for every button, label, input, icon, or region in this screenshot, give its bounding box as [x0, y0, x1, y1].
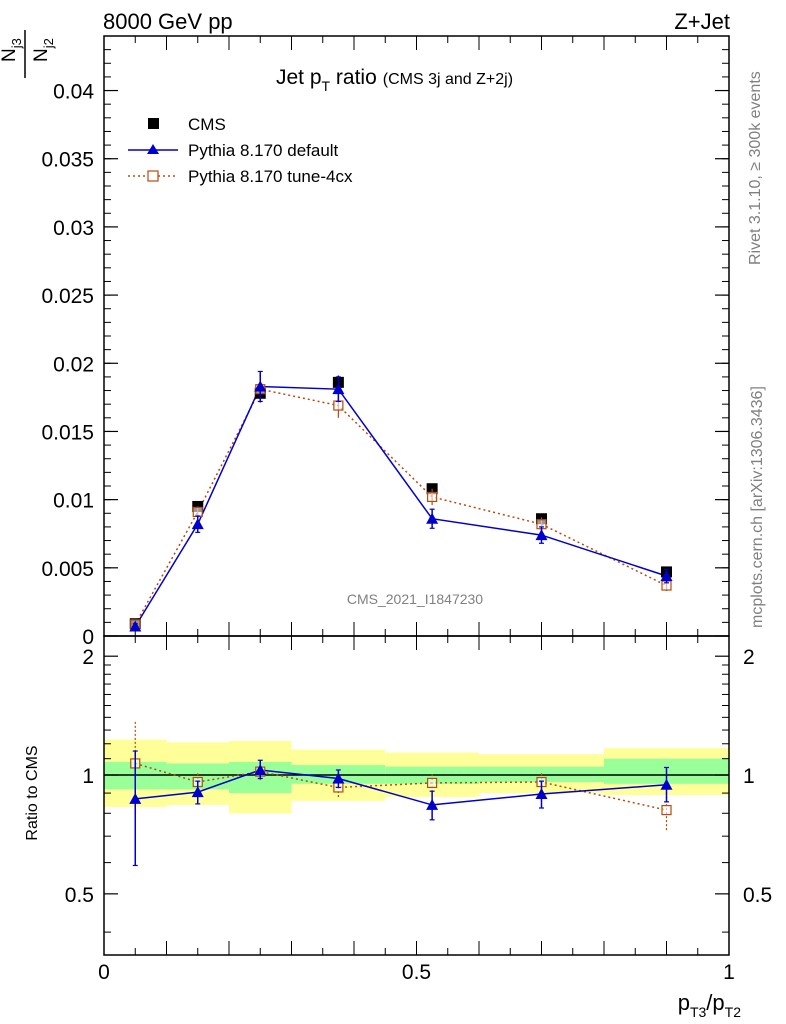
ratio-pythia-default-point — [660, 778, 673, 790]
pythia-default-point — [426, 512, 439, 524]
main-ytick-label: 0.01 — [53, 490, 94, 513]
pythia-default-point — [535, 529, 548, 541]
svg-text:Pythia 8.170 tune-4cx: Pythia 8.170 tune-4cx — [188, 167, 353, 186]
main-ytick-label: 0.02 — [53, 353, 94, 376]
ratio-pythia-default-point — [535, 788, 548, 800]
process-label: Z+Jet — [674, 9, 730, 34]
ratio-ytick-label-right: 0.5 — [743, 884, 772, 907]
rivet-label: Rivet 3.1.10, ≥ 300k events — [747, 71, 764, 265]
ratio-ytick-label-right: 1 — [743, 765, 755, 788]
pythia-tune-point — [192, 506, 203, 518]
main-ytick-label: 0.005 — [41, 558, 94, 581]
ratio-pythia-default-point — [332, 772, 345, 784]
legend-item-pythia-default: Pythia 8.170 default — [128, 141, 339, 160]
svg-text:Pythia 8.170 default: Pythia 8.170 default — [188, 141, 339, 160]
ratio-ylabel: Ratio to CMS — [24, 745, 41, 840]
main-ytick-label: 0.03 — [53, 217, 94, 240]
legend-item-cms: CMS — [148, 115, 226, 134]
ratio-pythia-default-point — [426, 798, 439, 810]
ratio-ytick-label-right: 2 — [743, 646, 755, 669]
pythia-default-point — [660, 570, 673, 581]
pythia-default-point — [129, 620, 142, 632]
ratio-ytick-label: 1 — [82, 765, 94, 788]
pythia-default-point — [332, 383, 345, 395]
pythia-tune-point — [427, 491, 438, 503]
energy-label: 8000 GeV pp — [103, 9, 233, 34]
plot-title: Jet pT ratio (CMS 3j and Z+2j) — [276, 66, 513, 94]
ratio-xtick-label: 0 — [98, 961, 110, 984]
ratio-pythia-default-point — [129, 792, 142, 804]
main-ytick-label: 0.025 — [41, 285, 94, 308]
main-ylabel: Nj3 Nj2 — [0, 30, 56, 78]
analysis-id: CMS_2021_I1847230 — [347, 591, 483, 607]
legend: CMS Pythia 8.170 default Pythia 8.170 tu… — [128, 115, 353, 186]
main-ytick-label: 0.015 — [41, 421, 94, 444]
main-ytick-label: 0.035 — [41, 149, 94, 172]
ratio-xtick-label: 1 — [723, 961, 735, 984]
pythia-default-point — [191, 518, 204, 530]
svg-text:CMS: CMS — [188, 115, 226, 134]
svg-text:Nj2: Nj2 — [31, 38, 56, 62]
ratio-pythia-tune-point — [661, 804, 672, 816]
legend-item-pythia-tune: Pythia 8.170 tune-4cx — [128, 167, 353, 186]
series-line-pythia-tune — [134, 388, 667, 625]
mcplots-label: mcplots.cern.ch [arXiv:1306.3436] — [749, 386, 766, 628]
ratio-ytick-label: 2 — [82, 646, 94, 669]
svg-text:Nj3: Nj3 — [0, 38, 24, 62]
ratio-pythia-default-point — [191, 786, 204, 798]
pythia-tune-point — [333, 400, 344, 411]
main-ytick-label: 0.04 — [53, 81, 94, 104]
ratio-pythia-default-point — [254, 763, 267, 775]
ratio-ytick-label: 0.5 — [65, 884, 94, 907]
pythia-default-point — [254, 380, 267, 392]
main-ytick-label: 0 — [82, 626, 94, 649]
ratio-pythia-tune-point — [427, 777, 438, 789]
ratio-xtick-label: 0.5 — [402, 961, 431, 984]
ratio-xlabel: pT3/pT2 — [678, 990, 742, 1020]
